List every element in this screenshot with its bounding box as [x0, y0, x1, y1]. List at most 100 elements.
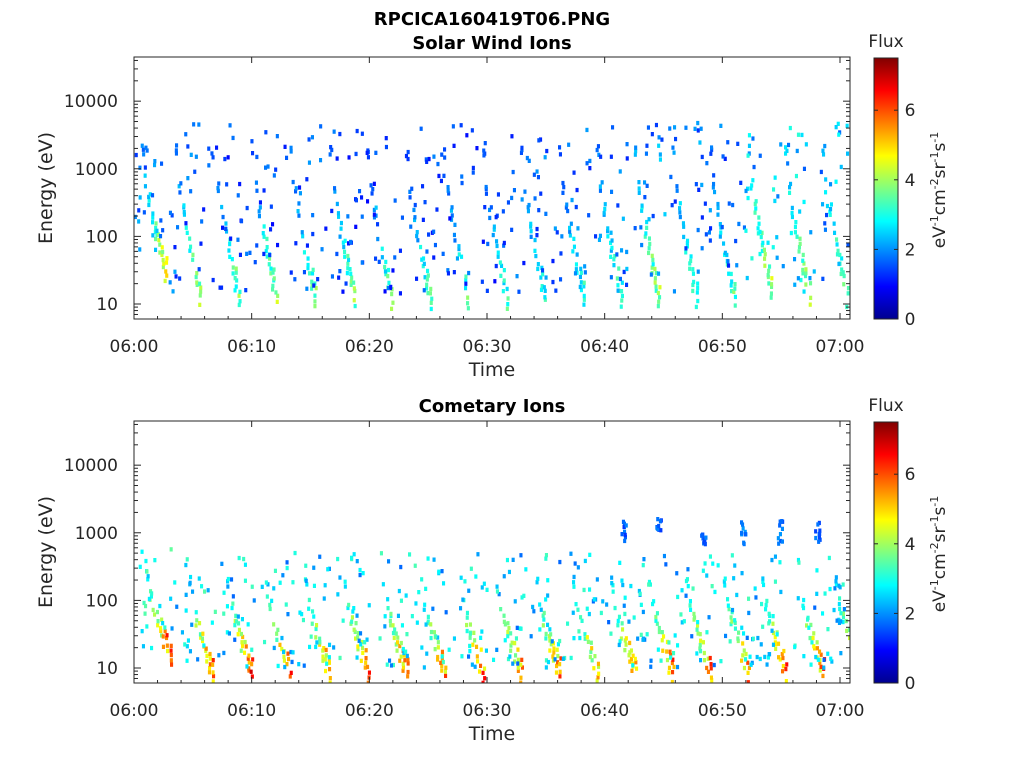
- heatmap-cell: [519, 675, 523, 680]
- y-axis-label: Energy (eV): [35, 132, 57, 244]
- heatmap-cell: [588, 158, 592, 164]
- heatmap-cell: [696, 269, 700, 274]
- heatmap-cell: [569, 655, 573, 661]
- heatmap-cell: [730, 553, 734, 558]
- heatmap-cell: [511, 169, 515, 175]
- heatmap-cell: [643, 234, 647, 239]
- heatmap-cell: [760, 230, 764, 235]
- heatmap-cell: [502, 574, 506, 579]
- heatmap-cell: [352, 286, 356, 291]
- heatmap-cell: [773, 198, 777, 204]
- heatmap-cell: [396, 640, 400, 645]
- heatmap-cell: [271, 287, 275, 292]
- heatmap-cell: [354, 636, 358, 641]
- heatmap-cell: [713, 189, 717, 195]
- heatmap-cell: [777, 541, 781, 546]
- heatmap-cell: [625, 282, 629, 287]
- heatmap-cell: [659, 528, 663, 533]
- heatmap-cell: [189, 152, 193, 157]
- heatmap-cell: [502, 280, 506, 286]
- heatmap-cell: [401, 665, 405, 670]
- heatmap-cell: [377, 259, 381, 264]
- heatmap-cell: [648, 241, 652, 247]
- heatmap-cell: [309, 634, 313, 639]
- heatmap-cell: [686, 567, 690, 572]
- heatmap-cell: [654, 618, 658, 623]
- heatmap-cell: [474, 574, 478, 579]
- heatmap-cell: [841, 270, 845, 275]
- heatmap-cell: [479, 663, 483, 668]
- y-tick-label: 10000: [64, 92, 118, 112]
- heatmap-cell: [200, 636, 204, 641]
- heatmap-cell: [737, 630, 741, 635]
- heatmap-cell: [762, 582, 766, 588]
- heatmap-cell: [729, 271, 733, 277]
- heatmap-cell: [360, 195, 364, 200]
- heatmap-cell: [793, 230, 797, 235]
- heatmap-cell: [711, 561, 715, 566]
- heatmap-cell: [696, 623, 700, 628]
- heatmap-cell: [269, 271, 273, 276]
- heatmap-cell: [302, 270, 306, 275]
- heatmap-cell: [761, 576, 765, 581]
- heatmap-cell: [742, 631, 746, 636]
- heatmap-cell: [731, 607, 735, 613]
- heatmap-cell: [733, 563, 737, 568]
- heatmap-cell: [247, 653, 251, 658]
- heatmap-cell: [629, 583, 633, 589]
- heatmap-cell: [655, 621, 659, 626]
- heatmap-cell: [733, 286, 737, 291]
- heatmap-cell: [566, 621, 570, 626]
- heatmap-cell: [161, 644, 165, 649]
- heatmap-cell: [739, 180, 743, 185]
- heatmap-cell: [592, 597, 596, 602]
- heatmap-cell: [343, 579, 347, 584]
- heatmap-cell: [730, 289, 734, 294]
- heatmap-cell: [153, 229, 157, 235]
- heatmap-cell: [239, 648, 243, 653]
- heatmap-cell: [356, 635, 360, 640]
- heatmap-cell: [161, 249, 165, 255]
- heatmap-cell: [819, 652, 823, 657]
- heatmap-cell: [358, 567, 362, 573]
- heatmap-cell: [169, 643, 173, 648]
- heatmap-cell: [691, 586, 695, 591]
- heatmap-cell: [390, 291, 394, 297]
- heatmap-cell: [314, 635, 318, 640]
- heatmap-cell: [335, 156, 339, 161]
- heatmap-cell: [737, 221, 741, 227]
- heatmap-cell: [247, 666, 251, 671]
- heatmap-cell: [691, 267, 695, 272]
- heatmap-cell: [777, 641, 781, 646]
- heatmap-cell: [153, 558, 157, 563]
- heatmap-cell: [719, 123, 723, 128]
- heatmap-cell: [767, 268, 771, 273]
- heatmap-cell: [459, 123, 463, 128]
- heatmap-cell: [576, 565, 580, 570]
- heatmap-cell: [605, 602, 609, 607]
- heatmap-cell: [821, 611, 825, 616]
- heatmap-cell: [509, 643, 513, 648]
- heatmap-cell: [821, 202, 825, 207]
- heatmap-cell: [356, 647, 360, 652]
- heatmap-cell: [704, 535, 708, 540]
- heatmap-cell: [514, 653, 518, 658]
- heatmap-cell: [837, 261, 841, 267]
- heatmap-cell: [654, 122, 658, 128]
- heatmap-cell: [505, 306, 509, 311]
- heatmap-cell: [771, 614, 775, 619]
- heatmap-cell: [343, 254, 347, 259]
- heatmap-cell: [220, 561, 224, 566]
- heatmap-cell: [615, 252, 619, 257]
- heatmap-cell: [412, 207, 416, 213]
- heatmap-cell: [310, 621, 314, 626]
- heatmap-cell: [546, 622, 550, 627]
- heatmap-cell: [746, 680, 750, 683]
- heatmap-cell: [444, 610, 448, 615]
- y-tick-label: 10: [96, 659, 118, 679]
- heatmap-cell: [322, 596, 326, 601]
- heatmap-cell: [325, 661, 329, 666]
- heatmap-cell: [161, 228, 165, 233]
- heatmap-cell: [815, 568, 819, 573]
